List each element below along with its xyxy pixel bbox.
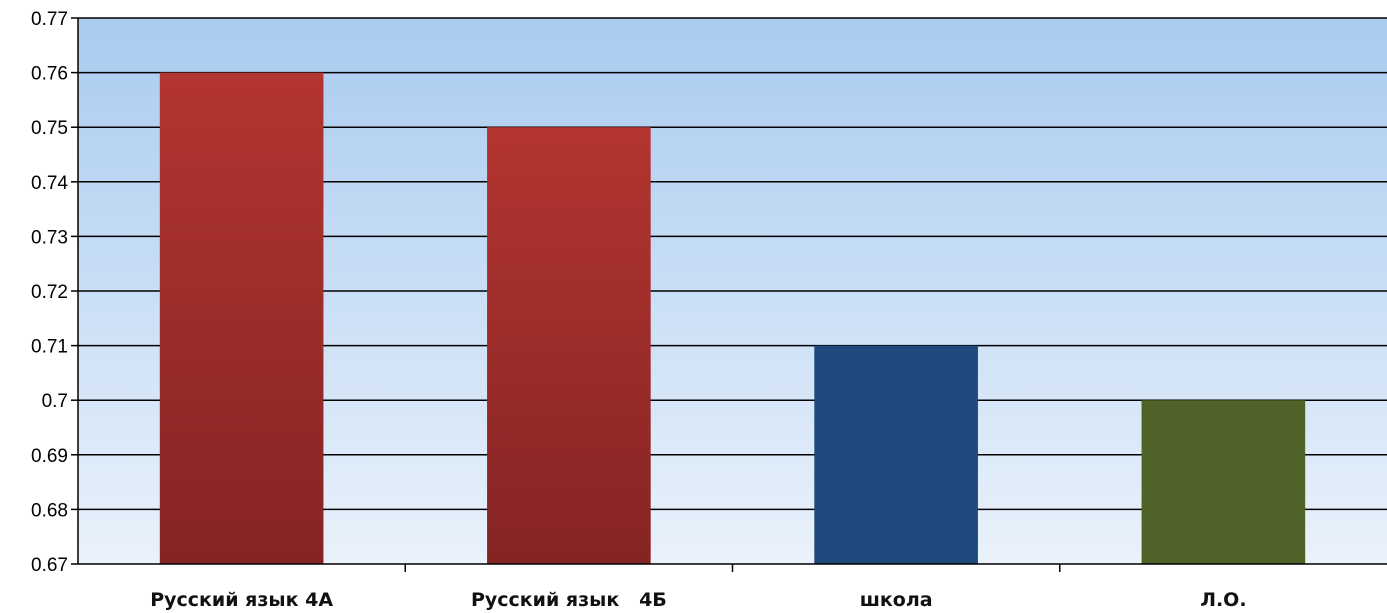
bar: [159, 72, 324, 564]
y-tick-label: 0.75: [31, 118, 68, 139]
y-tick-label: 0.76: [31, 64, 68, 85]
y-tick-label: 0.68: [31, 500, 68, 521]
y-tick-label: 0.71: [31, 337, 68, 358]
y-tick-label: 0.7: [42, 391, 68, 412]
x-category-label: Русский язык 4А: [150, 589, 333, 611]
bars: [159, 72, 1306, 564]
bar: [814, 345, 978, 564]
bar: [487, 127, 651, 564]
y-tick-label: 0.67: [31, 555, 68, 576]
y-tick-label: 0.72: [31, 282, 68, 303]
y-tick-label: 0.69: [31, 446, 68, 467]
y-tick-label: 0.73: [31, 227, 68, 248]
x-category-label: школа: [860, 589, 933, 611]
x-axis-labels: Русский язык 4А Русский язык 4Б школа Л.О.: [150, 564, 1247, 611]
x-category-label: Л.О.: [1200, 589, 1246, 611]
y-axis-ticks: 0.67 0.68 0.69 0.7 0.71 0.72 0.73 0.74 0.75 0.76 0…: [31, 9, 78, 576]
x-category-label: Русский язык 4Б: [471, 589, 667, 611]
y-tick-label: 0.74: [31, 173, 68, 194]
bar: [1141, 400, 1306, 564]
y-tick-label: 0.77: [31, 9, 68, 30]
